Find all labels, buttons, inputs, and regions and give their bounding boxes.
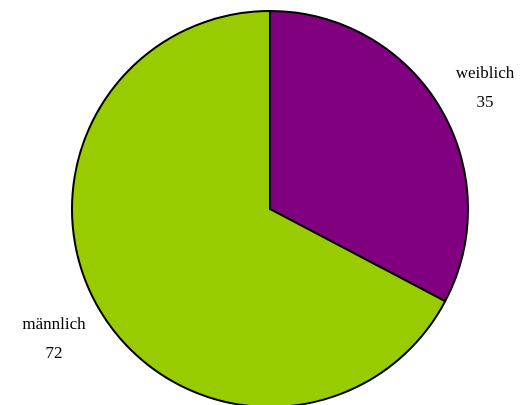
pie-slice-weiblich — [269, 10, 469, 303]
slice-value-weiblich: 35 — [477, 92, 494, 111]
pie-labels: weiblich 35 männlich 72 — [22, 63, 514, 362]
slice-value-maennlich: 72 — [46, 343, 63, 362]
pie-slices — [71, 10, 469, 405]
pie-slice-mannlich — [71, 10, 447, 405]
slice-label-maennlich: männlich — [22, 314, 86, 333]
slice-label-weiblich: weiblich — [456, 63, 515, 82]
